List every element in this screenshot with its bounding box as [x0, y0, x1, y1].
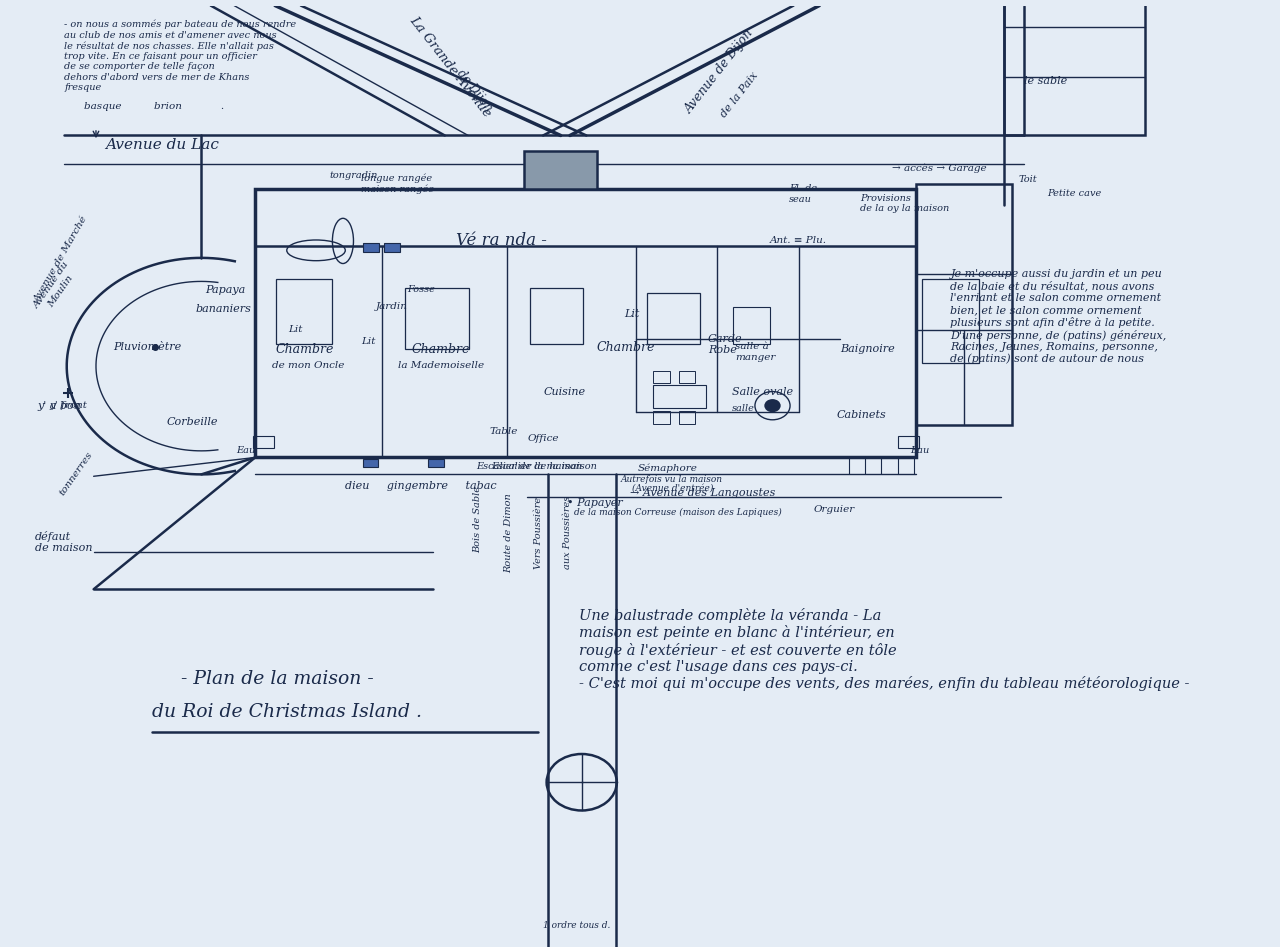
Bar: [897, 436, 919, 448]
Text: Office: Office: [527, 434, 559, 443]
Text: défaut
de maison: défaut de maison: [35, 531, 92, 553]
Text: bananiers: bananiers: [196, 304, 251, 313]
Text: La Grande Avenue: La Grande Avenue: [407, 14, 494, 119]
Text: Chambre: Chambre: [412, 343, 470, 356]
Bar: [255, 189, 916, 457]
Text: longue rangée: longue rangée: [361, 173, 431, 183]
Text: Toit: Toit: [1019, 175, 1037, 185]
Text: de Dijon: de Dijon: [453, 66, 494, 114]
Text: Lit: Lit: [625, 310, 640, 319]
Text: (Avenue d'entrée): (Avenue d'entrée): [632, 484, 713, 493]
Text: dieu     gingembre     tabac: dieu gingembre tabac: [346, 481, 497, 491]
Text: tongradin: tongradin: [329, 170, 378, 180]
Bar: [404, 288, 470, 349]
Text: • Papayer: • Papayer: [567, 497, 622, 508]
Text: Pluviomètre: Pluviomètre: [114, 342, 182, 352]
Text: Jardin: Jardin: [376, 302, 408, 312]
Bar: [253, 436, 274, 448]
Text: Avenue de Marché: Avenue de Marché: [32, 215, 90, 304]
Text: - on nous a sommés par bateau de nous rendre
au club de nos amis et d'amener ave: - on nous a sommés par bateau de nous re…: [64, 20, 297, 92]
Text: Orguier: Orguier: [814, 505, 855, 513]
Text: Vers Poussière: Vers Poussière: [534, 497, 543, 569]
Text: y' a bon: y' a bon: [37, 401, 82, 411]
Text: Avenue de Dijon: Avenue de Dijon: [684, 27, 756, 116]
Text: Eau: Eau: [237, 446, 256, 456]
Bar: [525, 152, 596, 189]
Bar: [678, 371, 695, 384]
Text: → Avenue des Langoustes: → Avenue des Langoustes: [630, 489, 776, 498]
Text: Escalier de la maison: Escalier de la maison: [492, 462, 598, 472]
Text: Eau: Eau: [910, 446, 929, 456]
Text: Escalier de la maison: Escalier de la maison: [476, 462, 582, 472]
Bar: [648, 293, 700, 345]
Text: Avenue du Lac: Avenue du Lac: [105, 138, 219, 152]
Bar: [653, 371, 669, 384]
Text: Je m'occupe aussi du jardin et un peu
de la baie et du résultat, nous avons
l'en: Je m'occupe aussi du jardin et un peu de…: [951, 269, 1166, 365]
Text: y' front: y' front: [49, 402, 87, 410]
Text: Petite cave: Petite cave: [1047, 189, 1102, 198]
Text: Fl. de
seau: Fl. de seau: [788, 185, 817, 204]
Text: Corbeille: Corbeille: [166, 417, 218, 427]
Bar: [923, 278, 978, 364]
Text: de mon Oncle: de mon Oncle: [271, 361, 344, 369]
Text: Cabinets: Cabinets: [837, 410, 887, 420]
Text: salle à
manger: salle à manger: [735, 342, 776, 362]
Text: Une balustrade complète la véranda - La
maison est peinte en blanc à l'intérieur: Une balustrade complète la véranda - La …: [580, 608, 1190, 691]
Text: Ant. ≡ Plu.: Ant. ≡ Plu.: [771, 237, 827, 245]
Bar: [362, 242, 379, 252]
Text: Fosse: Fosse: [407, 285, 435, 295]
Bar: [732, 307, 771, 345]
Text: → accès → Garage: → accès → Garage: [892, 164, 987, 173]
Text: Papaya: Papaya: [205, 285, 244, 295]
Text: Lit: Lit: [361, 337, 376, 347]
Text: Vé ra nda -: Vé ra nda -: [457, 232, 548, 249]
Bar: [916, 185, 1012, 424]
Text: de la maison Correuse (maison des Lapiques): de la maison Correuse (maison des Lapiqu…: [573, 508, 781, 517]
Text: Avenue du
Moulin: Avenue du Moulin: [32, 259, 79, 316]
Text: Route de Dimon: Route de Dimon: [504, 492, 513, 573]
Text: 1 ordre tous d.: 1 ordre tous d.: [543, 920, 611, 930]
Text: salle: salle: [732, 404, 754, 413]
Circle shape: [764, 399, 781, 412]
Text: Sémaphore: Sémaphore: [637, 464, 698, 474]
Bar: [530, 288, 582, 345]
Bar: [276, 278, 333, 345]
Text: Cuisine: Cuisine: [543, 386, 585, 397]
Text: Lit: Lit: [288, 325, 302, 334]
Text: du Roi de Christmas Island .: du Roi de Christmas Island .: [152, 703, 422, 721]
Text: Salle ovale: Salle ovale: [732, 386, 792, 397]
Text: Garde
Robe: Garde Robe: [708, 333, 742, 355]
Bar: [678, 411, 695, 423]
Text: Table: Table: [489, 426, 517, 436]
Text: Chambre: Chambre: [596, 341, 655, 354]
Bar: [384, 242, 401, 252]
Text: maison rangée: maison rangée: [361, 185, 434, 194]
Text: Provisions
de la oy la maison: Provisions de la oy la maison: [860, 194, 950, 213]
Text: Chambre: Chambre: [275, 343, 333, 356]
Text: tonnerres: tonnerres: [58, 450, 95, 497]
Bar: [653, 385, 705, 408]
Text: Autrefois vu la maison: Autrefois vu la maison: [621, 474, 722, 484]
Text: aux Poussières: aux Poussières: [563, 496, 572, 569]
Text: Bois de Sable: Bois de Sable: [474, 486, 483, 553]
Bar: [1005, 0, 1144, 135]
Text: basque          brion            .: basque brion .: [84, 101, 224, 111]
Bar: [429, 459, 444, 467]
Text: de la Paix: de la Paix: [719, 70, 760, 119]
Text: le sable: le sable: [1024, 76, 1068, 86]
Bar: [362, 459, 378, 467]
Text: Baignoire: Baignoire: [841, 344, 895, 354]
Bar: [653, 411, 669, 423]
Text: - Plan de la maison -: - Plan de la maison -: [182, 670, 374, 688]
Text: la Mademoiselle: la Mademoiselle: [398, 361, 484, 369]
